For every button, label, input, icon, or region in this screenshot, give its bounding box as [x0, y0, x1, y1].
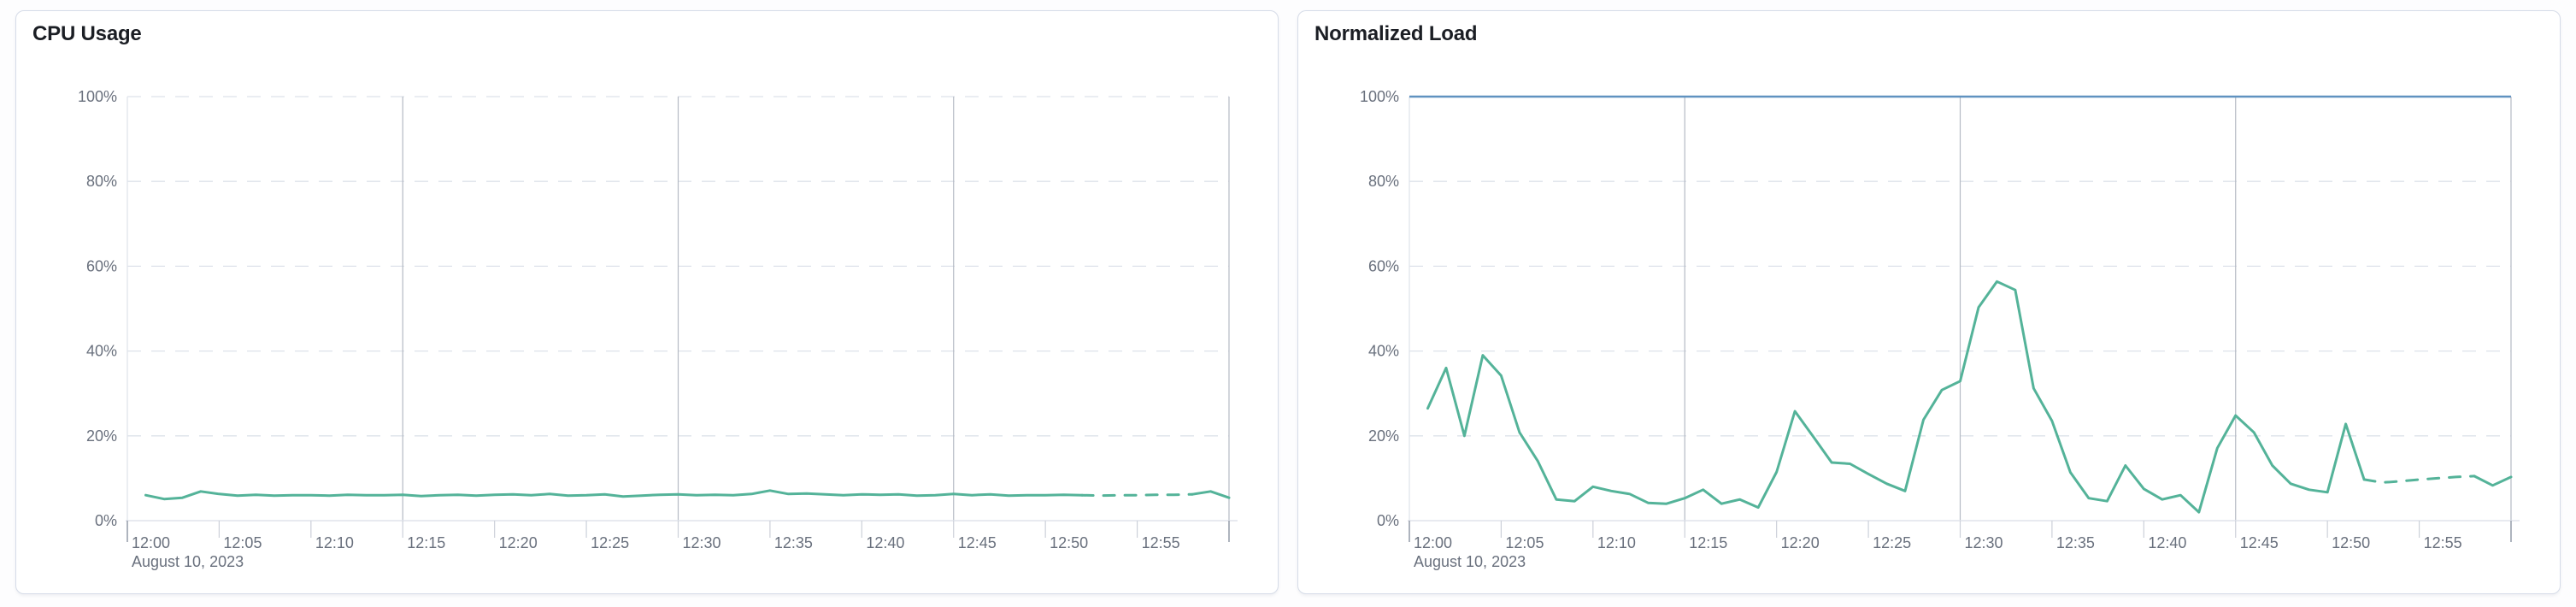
cpu-usage-line-solid-tail: [1191, 490, 1231, 499]
x-axis-ticks: 12:00 12:05 12:10 12:15 12:20 12:25 12:30 12:35…: [1409, 521, 2512, 551]
y-tick-label: 40%: [1368, 343, 1399, 360]
y-tick-label: 60%: [1368, 257, 1399, 274]
x-tick-label: 12:50: [1050, 534, 1088, 551]
vertical-gridlines: [402, 97, 1230, 521]
x-tick-label: 12:55: [1142, 534, 1180, 551]
cpu-usage-chart-canvas[interactable]: 0%20%40%60%80%100%12:00 12:05 12:10 12:15 12…: [16, 11, 1277, 592]
x-tick-label: 12:30: [682, 534, 720, 551]
y-tick-label: 80%: [1368, 173, 1399, 190]
x-tick-label: 12:20: [1781, 534, 1820, 551]
x-tick-label: 12:30: [1964, 534, 2003, 551]
normalized-load-line-dashed-forecast: [2362, 474, 2476, 484]
x-tick-label: 12:45: [2240, 534, 2279, 551]
x-tick-label: 12:10: [315, 534, 354, 551]
y-tick-label: 20%: [86, 427, 117, 445]
x-tick-label: 12:00: [132, 534, 170, 551]
cpu-usage-panel: CPU Usage 0% 20% 40% 60% 80% 100% 12:00 12:05 12…: [15, 10, 1279, 594]
y-tick-label: 0%: [95, 512, 117, 529]
x-tick-label: 12:25: [591, 534, 629, 551]
x-tick-label: 12:05: [1505, 534, 1544, 551]
x-tick-label: 12:25: [1873, 534, 1911, 551]
x-tick-label: 12:05: [223, 534, 262, 551]
cpu-usage-line-dashed-forecast: [1080, 492, 1194, 498]
y-tick-label: 100%: [78, 88, 117, 105]
x-tick-label: 12:50: [2332, 534, 2370, 551]
x-tick-label: 12:00: [1414, 534, 1452, 551]
normalized-load-chart-canvas[interactable]: 0%20%40%60%80%100%12:00 12:05 12:10 12:15 12…: [1298, 11, 2559, 592]
y-tick-label: 40%: [86, 343, 117, 360]
y-tick-label: 100%: [1360, 88, 1399, 105]
y-tick-label: 80%: [86, 173, 117, 190]
x-tick-label: 12:10: [1597, 534, 1636, 551]
x-axis-date-label: August 10, 2023: [132, 553, 244, 570]
x-tick-label: 12:15: [1689, 534, 1727, 551]
vertical-gridlines: [1684, 97, 2512, 521]
panel-title: CPU Usage: [32, 22, 142, 45]
normalized-load-panel: Normalized Load 0% 20% 40% 60% 80% 100% 12:00 1…: [1297, 10, 2561, 594]
normalized-load-line-solid-tail: [2473, 474, 2513, 487]
y-axis-labels: 0% 20% 40% 60% 80% 100%: [78, 88, 117, 529]
x-tick-label: 12:15: [407, 534, 445, 551]
x-tick-label: 12:40: [866, 534, 904, 551]
x-tick-label: 12:35: [2056, 534, 2095, 551]
x-axis-date-label: August 10, 2023: [1414, 553, 1526, 570]
normalized-load-line-solid: [1426, 280, 2366, 514]
cpu-usage-line-solid: [144, 489, 1084, 501]
x-tick-label: 12:40: [2148, 534, 2186, 551]
x-tick-label: 12:45: [958, 534, 997, 551]
y-tick-label: 20%: [1368, 427, 1399, 445]
x-axis-ticks: 12:00 12:05 12:10 12:15 12:20 12:25 12:30 12:35…: [126, 521, 1230, 551]
x-tick-label: 12:35: [774, 534, 813, 551]
x-tick-label: 12:55: [2424, 534, 2462, 551]
y-axis-labels: 0% 20% 40% 60% 80% 100%: [1360, 88, 1399, 529]
y-tick-label: 0%: [1377, 512, 1399, 529]
x-tick-label: 12:20: [499, 534, 538, 551]
y-tick-label: 60%: [86, 257, 117, 274]
panel-title: Normalized Load: [1314, 22, 1478, 45]
